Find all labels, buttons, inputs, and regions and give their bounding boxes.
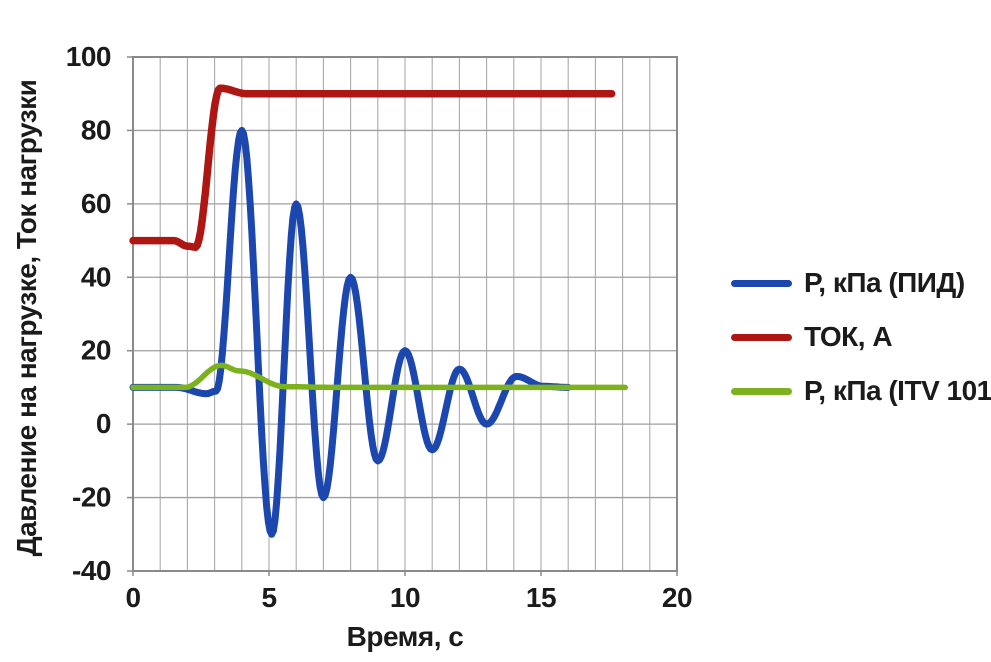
x-tick-label: 0 — [125, 582, 140, 613]
series-line-itv1010 — [130, 362, 629, 391]
y-tick-label: 80 — [81, 114, 111, 145]
legend-label: Р, кПа (ITV 1010) — [804, 375, 991, 406]
x-tick-label: 15 — [526, 582, 556, 613]
legend-label: ТОК, А — [804, 321, 893, 352]
y-tick-label: -40 — [72, 555, 111, 586]
series-line-tok — [129, 84, 616, 251]
x-tick-label: 10 — [390, 582, 420, 613]
legend-item-pid: Р, кПа (ПИД) — [731, 267, 991, 298]
legend-swatch-tok — [731, 333, 792, 341]
y-tick-label: 0 — [96, 408, 111, 439]
x-tick-label: 20 — [662, 582, 692, 613]
x-axis-title: Время, с — [346, 621, 464, 652]
legend-swatch-itv1010 — [731, 387, 792, 395]
legend-label: Р, кПа (ПИД) — [804, 267, 965, 298]
y-axis-title: Давление на нагрузке, Ток нагрузки — [11, 79, 42, 557]
y-tick-label: 40 — [81, 261, 111, 292]
y-tick-label: 100 — [66, 41, 111, 72]
legend: Р, кПа (ПИД) ТОК, А Р, кПа (ITV 1010) — [731, 267, 991, 430]
y-tick-label: 20 — [81, 335, 111, 366]
series-line-pid — [129, 126, 572, 538]
legend-swatch-pid — [731, 279, 792, 287]
x-tick-label: 5 — [261, 582, 276, 613]
y-tick-label: 60 — [81, 188, 111, 219]
legend-item-tok: ТОК, А — [731, 321, 991, 352]
legend-item-itv1010: Р, кПа (ITV 1010) — [731, 375, 991, 406]
y-tick-label: -20 — [72, 482, 111, 513]
